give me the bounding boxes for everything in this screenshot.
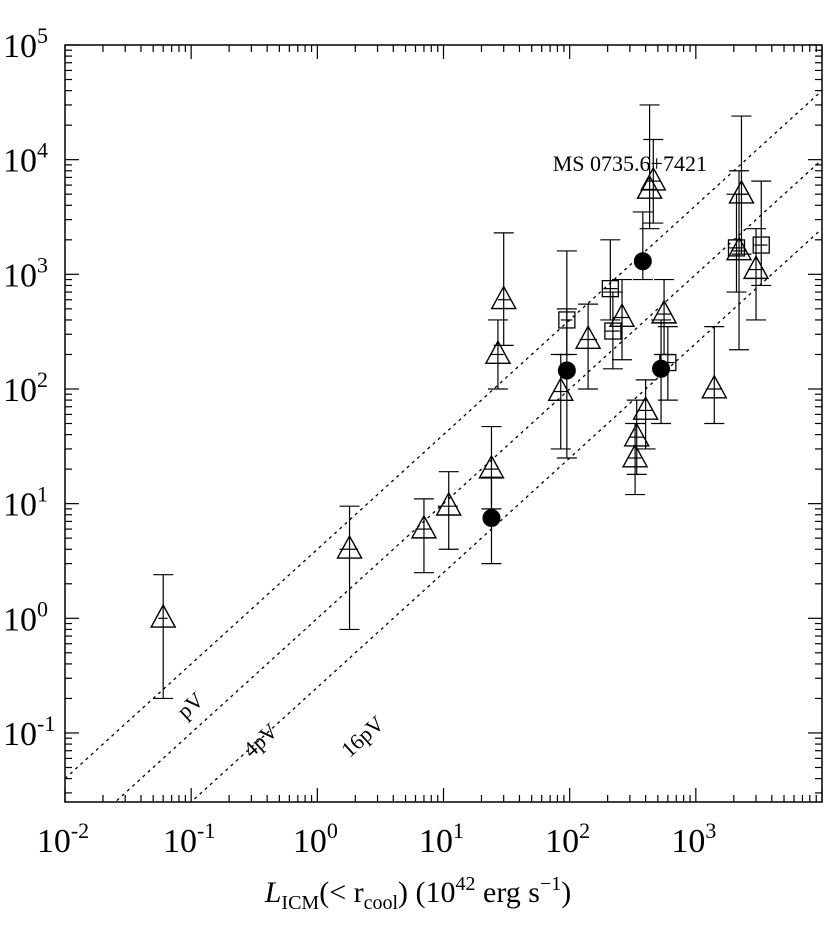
tick-labels: 10-2 10-1 100 101 102 103 10-1 100 101 102 103 104 1… [3, 23, 716, 860]
reference-line-pV [65, 90, 822, 780]
x-tick-label: 102 [545, 818, 590, 860]
data-point-triangle [701, 326, 728, 425]
y-tick-label: 102 [3, 367, 48, 409]
circle-marker [633, 252, 652, 271]
data-point-triangle [574, 303, 602, 390]
reference-line-label: 4pV [238, 718, 283, 762]
x-tick-label: 100 [293, 818, 338, 860]
data-point-triangle [742, 228, 770, 321]
square-marker [727, 239, 746, 257]
data-point-triangle [640, 138, 667, 224]
triangle-marker [636, 174, 663, 199]
triangle-marker [608, 302, 636, 328]
data-point-circle [651, 319, 672, 425]
triangle-marker [623, 422, 650, 447]
reference-line-label: 16pV [336, 711, 389, 762]
reference-line-label: pV [172, 687, 209, 724]
y-tick-label: 103 [3, 252, 48, 294]
triangle-marker [435, 491, 462, 516]
x-axis-title: LICM(< rcool) (1042 erg s−1) [264, 873, 572, 914]
data-point-triangle [621, 422, 649, 496]
triangle-marker [650, 299, 678, 324]
data-point-triangle [632, 379, 659, 450]
y-tick-label: 101 [3, 482, 48, 524]
triangle-marker [632, 395, 659, 420]
axis-ticks [64, 44, 823, 802]
triangle-marker [728, 179, 755, 204]
data-point-triangle [149, 574, 177, 700]
data-points [149, 104, 772, 700]
data-point-circle [632, 211, 653, 281]
square-marker [752, 236, 770, 254]
data-point-square [556, 250, 577, 356]
circle-marker [482, 508, 501, 527]
triangle-marker [490, 285, 517, 310]
triangle-marker [742, 254, 770, 280]
square-marker [604, 322, 622, 340]
data-point-square [602, 291, 623, 370]
triangle-marker [484, 339, 512, 364]
y-tick-label: 105 [3, 23, 48, 65]
data-point-square [726, 193, 747, 293]
x-tick-label: 10-1 [163, 818, 215, 860]
triangle-marker [410, 514, 438, 539]
triangle-marker [574, 324, 602, 350]
data-point-triangle [336, 505, 363, 631]
circle-marker [652, 359, 671, 378]
triangle-marker [640, 166, 667, 191]
data-point-circle [481, 476, 502, 565]
data-point-triangle [410, 498, 438, 574]
x-tick-label: 101 [419, 818, 464, 860]
data-point-square [751, 180, 772, 287]
circle-marker [557, 361, 576, 380]
y-tick-label: 10-1 [3, 711, 55, 753]
data-point-triangle [608, 278, 636, 361]
data-point-square [657, 326, 678, 401]
data-point-triangle [490, 232, 517, 346]
triangle-marker [621, 443, 649, 468]
data-point-triangle [650, 278, 678, 356]
triangle-marker [336, 534, 363, 559]
x-tick-label: 103 [671, 818, 716, 860]
data-point-square [600, 239, 621, 321]
data-point-triangle [725, 170, 753, 351]
square-marker [659, 353, 677, 372]
square-marker [558, 311, 576, 329]
triangle-marker [701, 374, 728, 399]
triangle-marker [149, 603, 177, 628]
y-tick-label: 100 [3, 596, 48, 638]
y-tick-label: 104 [3, 138, 48, 180]
reference-line-16pV [190, 228, 822, 802]
x-tick-label: 10-2 [37, 818, 89, 860]
annotations: pV 4pV 16pV MS 0735.6+7421 [172, 151, 707, 762]
data-point-triangle [484, 319, 512, 390]
data-point-triangle [728, 115, 755, 255]
data-point-triangle [435, 471, 462, 550]
annotation-label: MS 0735.6+7421 [553, 151, 707, 176]
square-marker [601, 279, 619, 298]
